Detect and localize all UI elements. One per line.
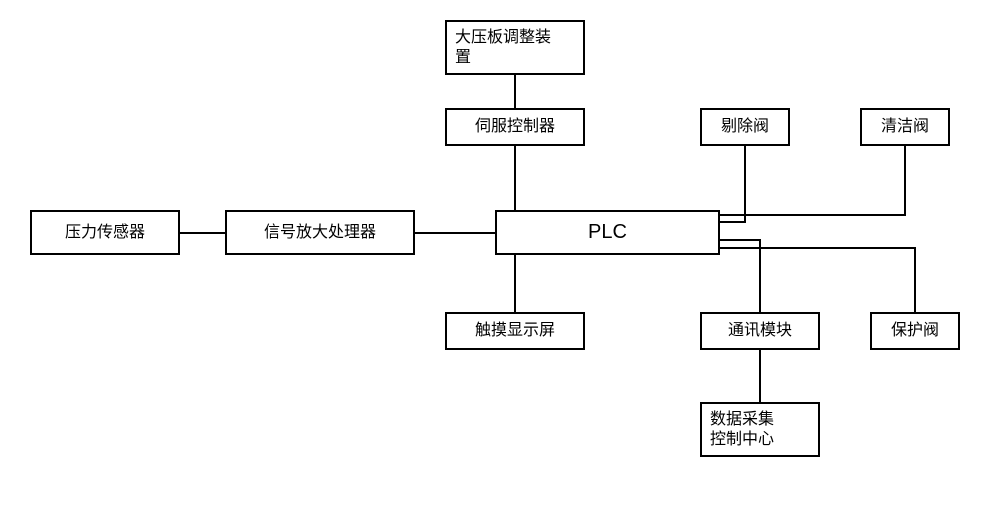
node-signal-amp: 信号放大处理器: [225, 210, 415, 255]
node-label: 伺服控制器: [475, 117, 555, 137]
node-protect-valve: 保护阀: [870, 312, 960, 350]
node-plc: PLC: [495, 210, 720, 255]
node-touch-screen: 触摸显示屏: [445, 312, 585, 350]
node-label: 通讯模块: [728, 321, 792, 341]
node-label: 触摸显示屏: [475, 321, 555, 341]
node-label: 保护阀: [891, 321, 939, 341]
node-pressure-plate-adjust: 大压板调整装置: [445, 20, 585, 75]
node-label: 信号放大处理器: [264, 223, 376, 243]
node-label: 剔除阀: [721, 117, 769, 137]
node-pressure-sensor: 压力传感器: [30, 210, 180, 255]
node-data-center: 数据采集控制中心: [700, 402, 820, 457]
node-label: 压力传感器: [65, 223, 145, 243]
node-servo-controller: 伺服控制器: [445, 108, 585, 146]
edges-layer: [0, 0, 1000, 518]
node-comm-module: 通讯模块: [700, 312, 820, 350]
node-label: 大压板调整装置: [455, 28, 551, 68]
node-label: 数据采集控制中心: [710, 410, 774, 450]
node-clean-valve: 清洁阀: [860, 108, 950, 146]
node-label: 清洁阀: [881, 117, 929, 137]
node-strip-valve: 剔除阀: [700, 108, 790, 146]
node-label: PLC: [588, 220, 627, 245]
